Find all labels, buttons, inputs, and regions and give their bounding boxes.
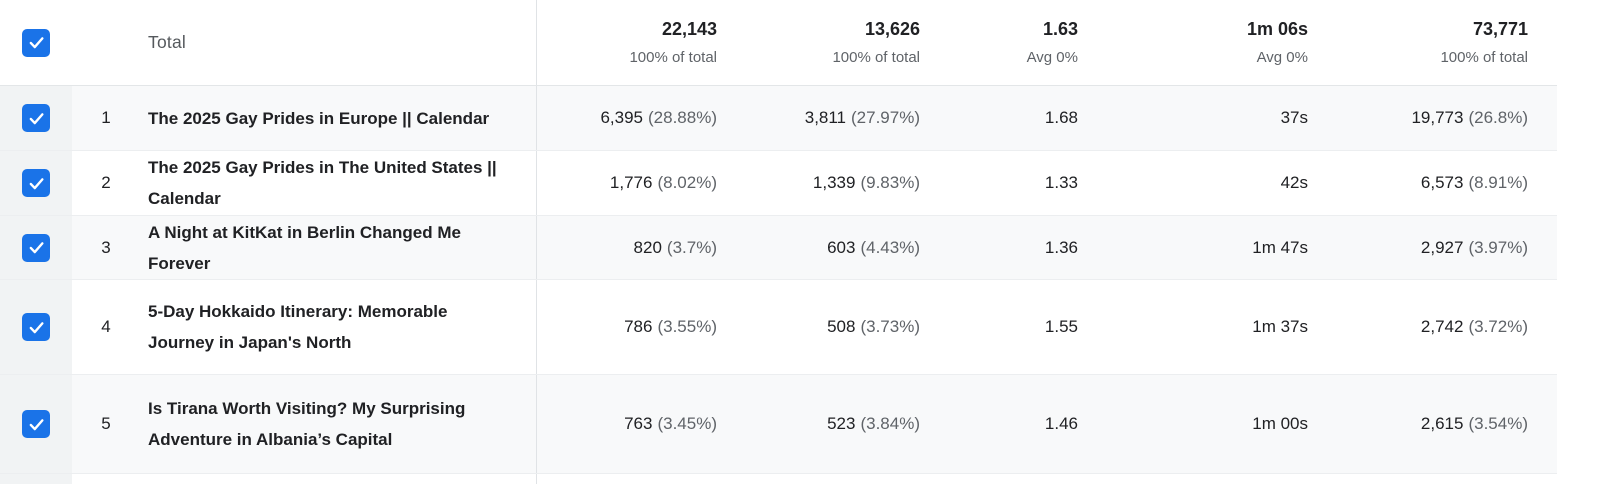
table-row: 1 The 2025 Gay Prides in Europe || Calen… bbox=[0, 86, 1557, 151]
row-title: The 2025 Gay Prides in Europe || Calenda… bbox=[140, 86, 537, 150]
table-total-row: Total 22,143 100% of total 13,626 100% o… bbox=[0, 0, 1557, 86]
page-title-text: The 2025 Gay Prides in The United States… bbox=[148, 158, 497, 208]
metric-views-per-user: 1.36 bbox=[1044, 237, 1078, 257]
metric-users: 508 (3.73%) bbox=[827, 317, 920, 336]
metric-users: 523 (3.84%) bbox=[827, 414, 920, 433]
total-metric-views: 22,143 100% of total bbox=[537, 0, 717, 85]
metric-events: 2,742 (3.72%) bbox=[1420, 317, 1528, 336]
metric-views-per-user: 1.68 bbox=[1044, 108, 1078, 127]
table-row-partial bbox=[0, 474, 1557, 484]
total-value: 22,143 bbox=[661, 19, 717, 39]
row-index: 3 bbox=[101, 237, 111, 257]
total-label: Total bbox=[140, 0, 537, 85]
metric-users: 603 (4.43%) bbox=[827, 237, 920, 257]
table-row: 4 5-Day Hokkaido Itinerary: Memorable Jo… bbox=[0, 280, 1557, 375]
row-index: 4 bbox=[101, 317, 111, 336]
metric-avg-engagement-time: 1m 00s bbox=[1252, 414, 1308, 433]
metric-views-per-user: 1.33 bbox=[1044, 173, 1078, 192]
row-checkbox-cell bbox=[0, 86, 72, 150]
row-checkbox-checked[interactable] bbox=[22, 104, 50, 132]
table-row: 3 A Night at KitKat in Berlin Changed Me… bbox=[0, 216, 1557, 280]
row-checkbox-checked[interactable] bbox=[22, 410, 50, 438]
total-metric-events: 73,771 100% of total bbox=[1308, 0, 1557, 85]
metric-events: 19,773 (26.8%) bbox=[1411, 108, 1528, 127]
total-value: 1.63 bbox=[1042, 19, 1078, 39]
total-value: 1m 06s bbox=[1246, 19, 1308, 39]
row-checkbox-checked[interactable] bbox=[22, 169, 50, 197]
total-sub: Avg 0% bbox=[1256, 49, 1308, 66]
metric-views-per-user: 1.55 bbox=[1044, 317, 1078, 336]
total-metric-users: 13,626 100% of total bbox=[717, 0, 920, 85]
metric-users: 1,339 (9.83%) bbox=[812, 173, 920, 192]
row-index: 2 bbox=[101, 173, 111, 192]
row-checkbox-cell bbox=[0, 151, 72, 215]
metric-users: 3,811 (27.97%) bbox=[804, 108, 920, 127]
total-sub: 100% of total bbox=[1440, 49, 1528, 66]
total-metric-views-per-user: 1.63 Avg 0% bbox=[920, 0, 1078, 85]
table-row: 2 The 2025 Gay Prides in The United Stat… bbox=[0, 151, 1557, 216]
metric-views-per-user: 1.46 bbox=[1044, 414, 1078, 433]
row-title: The 2025 Gay Prides in The United States… bbox=[140, 151, 537, 215]
checkmark-icon bbox=[29, 37, 44, 49]
row-checkbox-cell bbox=[0, 280, 72, 374]
analytics-table: Total 22,143 100% of total 13,626 100% o… bbox=[0, 0, 1557, 484]
row-title: 5-Day Hokkaido Itinerary: Memorable Jour… bbox=[140, 280, 537, 374]
metric-views: 820 (3.7%) bbox=[633, 237, 717, 257]
row-checkbox-cell bbox=[0, 216, 72, 279]
total-metric-avg-engagement-time: 1m 06s Avg 0% bbox=[1078, 0, 1308, 85]
row-checkbox-checked[interactable] bbox=[22, 233, 50, 262]
total-value: 73,771 bbox=[1472, 19, 1528, 39]
page-title-text: 5-Day Hokkaido Itinerary: Memorable Jour… bbox=[148, 302, 448, 352]
select-all-cell bbox=[0, 0, 72, 85]
checkmark-icon bbox=[29, 242, 44, 254]
metric-views: 6,395 (28.88%) bbox=[600, 108, 717, 127]
checkmark-icon bbox=[29, 177, 44, 189]
row-title: A Night at KitKat in Berlin Changed Me F… bbox=[140, 216, 537, 279]
table-row: 5 Is Tirana Worth Visiting? My Surprisin… bbox=[0, 375, 1557, 474]
total-sub: 100% of total bbox=[629, 49, 717, 66]
row-checkbox-checked[interactable] bbox=[22, 313, 50, 341]
row-checkbox-cell bbox=[0, 375, 72, 473]
total-row-index-spacer bbox=[72, 0, 140, 85]
metric-events: 2,615 (3.54%) bbox=[1420, 414, 1528, 433]
page-title-text: Is Tirana Worth Visiting? My Surprising … bbox=[148, 399, 466, 449]
page-title-text: The 2025 Gay Prides in Europe || Calenda… bbox=[148, 108, 490, 128]
metric-views: 1,776 (8.02%) bbox=[609, 173, 717, 192]
row-index: 1 bbox=[101, 108, 111, 127]
total-value: 13,626 bbox=[864, 19, 920, 39]
select-all-checkbox-checked[interactable] bbox=[22, 28, 50, 57]
metric-views: 786 (3.55%) bbox=[624, 317, 717, 336]
metric-avg-engagement-time: 1m 37s bbox=[1252, 317, 1308, 336]
page-title-text: A Night at KitKat in Berlin Changed Me F… bbox=[148, 222, 461, 273]
row-checkbox-cell bbox=[0, 474, 72, 484]
total-sub: 100% of total bbox=[832, 49, 920, 66]
row-index: 5 bbox=[101, 414, 111, 433]
total-sub: Avg 0% bbox=[1026, 49, 1078, 66]
metric-events: 6,573 (8.91%) bbox=[1420, 173, 1528, 192]
checkmark-icon bbox=[29, 112, 44, 124]
metric-events: 2,927 (3.97%) bbox=[1420, 237, 1528, 257]
metric-avg-engagement-time: 37s bbox=[1280, 108, 1308, 127]
checkmark-icon bbox=[29, 418, 44, 430]
row-title: Is Tirana Worth Visiting? My Surprising … bbox=[140, 375, 537, 473]
metric-avg-engagement-time: 1m 47s bbox=[1252, 237, 1308, 257]
metric-avg-engagement-time: 42s bbox=[1280, 173, 1308, 192]
checkmark-icon bbox=[29, 321, 44, 333]
metric-views: 763 (3.45%) bbox=[624, 414, 717, 433]
